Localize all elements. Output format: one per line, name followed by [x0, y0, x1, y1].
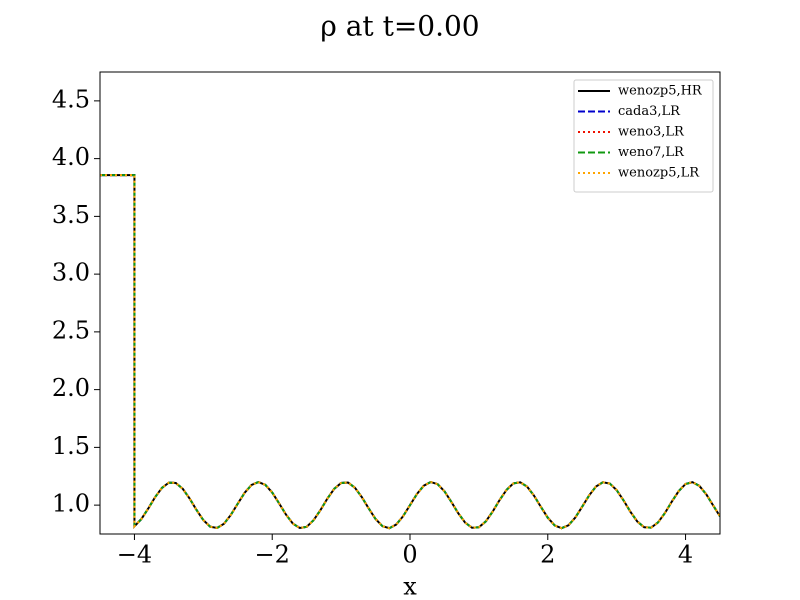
data-line — [100, 174, 720, 530]
legend-label: cada3,LR — [618, 104, 681, 119]
y-tick-label: 3.0 — [52, 259, 90, 287]
y-tick-label: 1.5 — [52, 432, 90, 460]
y-tick-label: 1.0 — [52, 490, 90, 518]
x-tick-label: 2 — [540, 541, 555, 569]
x-tick-label: −2 — [255, 541, 290, 569]
legend-label: wenozp5,HR — [618, 84, 703, 99]
chart-title: ρ at t=0.00 — [320, 10, 479, 43]
x-tick-label: −4 — [117, 541, 152, 569]
y-tick-label: 3.5 — [52, 201, 90, 229]
x-tick-label: 0 — [402, 541, 417, 569]
plot-frame — [99, 71, 721, 535]
legend-box — [573, 79, 714, 193]
y-tick-label: 4.5 — [52, 85, 90, 113]
y-tick-label: 2.5 — [52, 316, 90, 344]
legend-label: wenozp5,LR — [618, 166, 700, 181]
y-tick-label: 4.0 — [52, 143, 90, 171]
x-tick-label: 4 — [678, 541, 693, 569]
legend-label: weno3,LR — [618, 125, 685, 140]
legend-label: weno7,LR — [618, 145, 685, 160]
x-axis-label: x — [403, 573, 417, 600]
y-tick-label: 2.0 — [52, 374, 90, 402]
